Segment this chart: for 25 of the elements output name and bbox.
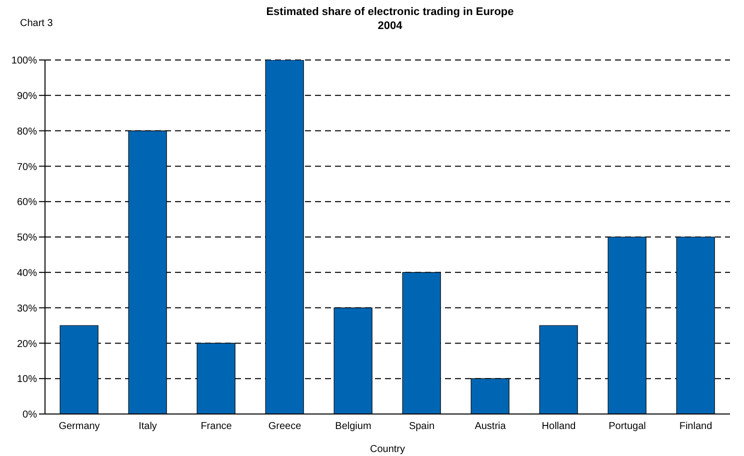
y-tick-label: 40% [16, 268, 38, 279]
chart-title: Estimated share of electronic trading in Europe [265, 6, 515, 18]
y-tick-label: 90% [16, 90, 38, 102]
y-tick-label: 0% [22, 410, 38, 421]
x-tick-label: Finland [679, 421, 712, 432]
x-tick-label: Italy [138, 421, 157, 432]
y-tick-label: 100% [11, 56, 38, 67]
x-tick-label: Portugal [608, 421, 646, 432]
chart-subtitle: 2004 [378, 20, 402, 32]
x-tick-label: Greece [268, 421, 302, 432]
x-axis-title: Country [370, 444, 406, 455]
y-tick-label: 70% [16, 162, 38, 173]
y-tick-label: 50% [16, 232, 38, 244]
x-tick-label: Austria [474, 421, 506, 432]
y-tick-label: 10% [16, 374, 38, 386]
y-tick-label: 60% [16, 197, 38, 208]
y-tick-label: 30% [16, 303, 38, 314]
caption: Chart 3 [20, 18, 53, 29]
y-tick-label: 80% [16, 126, 38, 138]
x-tick-label: France [200, 421, 232, 432]
x-tick-label: Holland [542, 421, 576, 432]
x-tick-label: Germany [58, 421, 100, 432]
x-tick-label: Belgium [335, 421, 372, 432]
x-tick-label: Spain [408, 421, 435, 432]
y-tick-label: 20% [16, 338, 38, 350]
